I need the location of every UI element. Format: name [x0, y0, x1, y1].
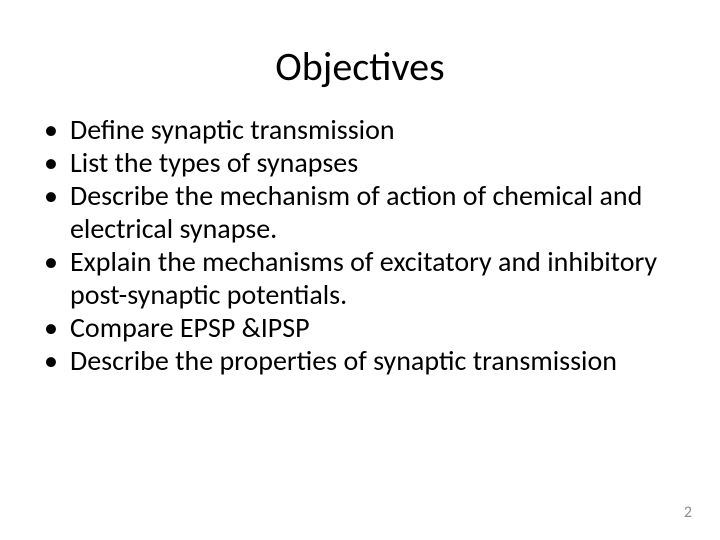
- bullet-list: Define synaptic transmission List the ty…: [36, 113, 684, 377]
- list-item: Describe the properties of synaptic tran…: [36, 344, 684, 377]
- list-item: Describe the mechanism of action of chem…: [36, 179, 684, 245]
- slide: Objectives Define synaptic transmission …: [0, 0, 720, 540]
- page-number: 2: [684, 503, 692, 522]
- list-item: Compare EPSP &IPSP: [36, 311, 684, 344]
- list-item: Explain the mechanisms of excitatory and…: [36, 245, 684, 311]
- slide-title: Objectives: [36, 42, 684, 91]
- list-item: List the types of synapses: [36, 146, 684, 179]
- list-item: Define synaptic transmission: [36, 113, 684, 146]
